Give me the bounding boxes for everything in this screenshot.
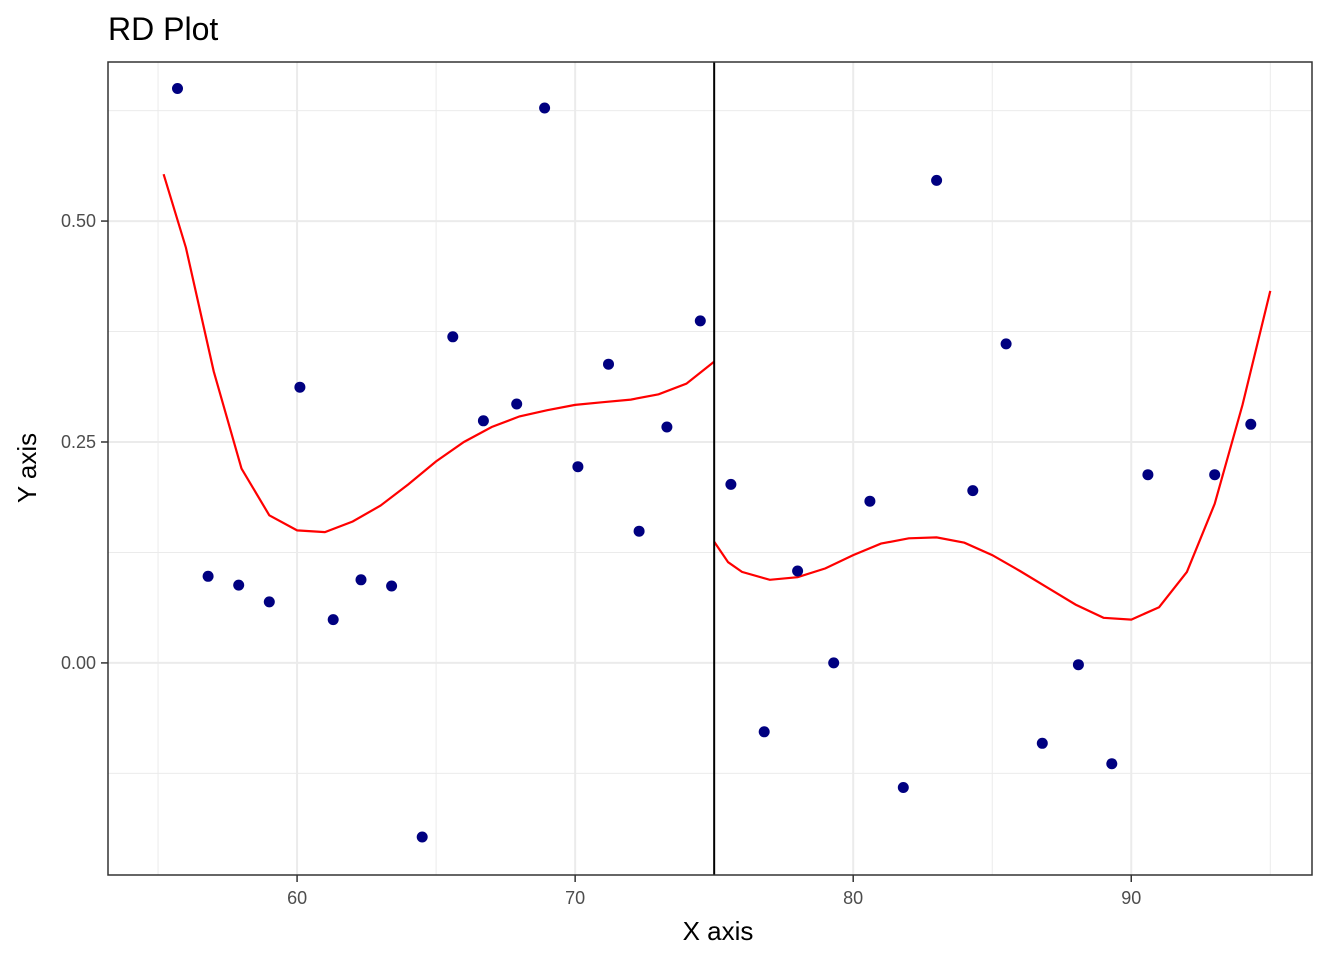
data-point <box>633 525 645 537</box>
data-point <box>1000 338 1012 350</box>
data-point <box>511 398 523 410</box>
data-point <box>603 358 614 370</box>
data-point <box>1072 659 1084 671</box>
data-point <box>725 478 737 490</box>
data-point <box>1142 469 1154 481</box>
major-gridlines <box>108 62 1312 875</box>
y-axis-label: Y axis <box>12 433 42 503</box>
data-point <box>416 831 428 843</box>
x-tick-label: 60 <box>287 888 307 908</box>
data-point <box>864 495 876 507</box>
data-point <box>386 580 398 592</box>
data-point <box>931 174 943 186</box>
data-point <box>661 421 673 433</box>
data-point <box>477 415 489 427</box>
x-tick-label: 90 <box>1121 888 1141 908</box>
data-point <box>572 461 584 473</box>
y-tick-label: 0.00 <box>61 653 96 673</box>
data-point <box>897 782 909 793</box>
y-tick-label: 0.25 <box>61 432 96 452</box>
data-point <box>1245 418 1257 430</box>
fit-lines <box>162 173 1272 621</box>
data-point <box>828 657 840 669</box>
data-point <box>202 570 214 582</box>
data-point <box>1106 758 1118 770</box>
y-axis-ticks: 0.00 0.25 0.50 <box>61 211 108 673</box>
chart-title: RD Plot <box>108 11 218 47</box>
x-tick-label: 70 <box>565 888 585 908</box>
fit-line-right <box>713 290 1272 621</box>
data-point <box>694 315 706 327</box>
data-point <box>172 83 183 94</box>
panel-border <box>107 61 1313 876</box>
y-tick-label: 0.50 <box>61 211 96 231</box>
data-point <box>327 614 339 626</box>
data-point <box>758 726 770 738</box>
data-point <box>967 485 979 497</box>
fit-line-left <box>162 173 715 534</box>
data-point <box>233 579 245 591</box>
data-point <box>355 574 367 586</box>
data-point <box>294 381 306 393</box>
data-point <box>263 596 275 608</box>
data-point <box>1036 737 1048 749</box>
data-point <box>1209 469 1221 481</box>
data-point <box>447 331 459 343</box>
x-tick-label: 80 <box>843 888 863 908</box>
data-point <box>792 565 804 577</box>
data-points <box>172 83 1257 843</box>
x-axis-label: X axis <box>683 916 754 946</box>
data-point <box>539 102 551 114</box>
x-axis-ticks: 60 70 80 90 <box>287 875 1141 908</box>
